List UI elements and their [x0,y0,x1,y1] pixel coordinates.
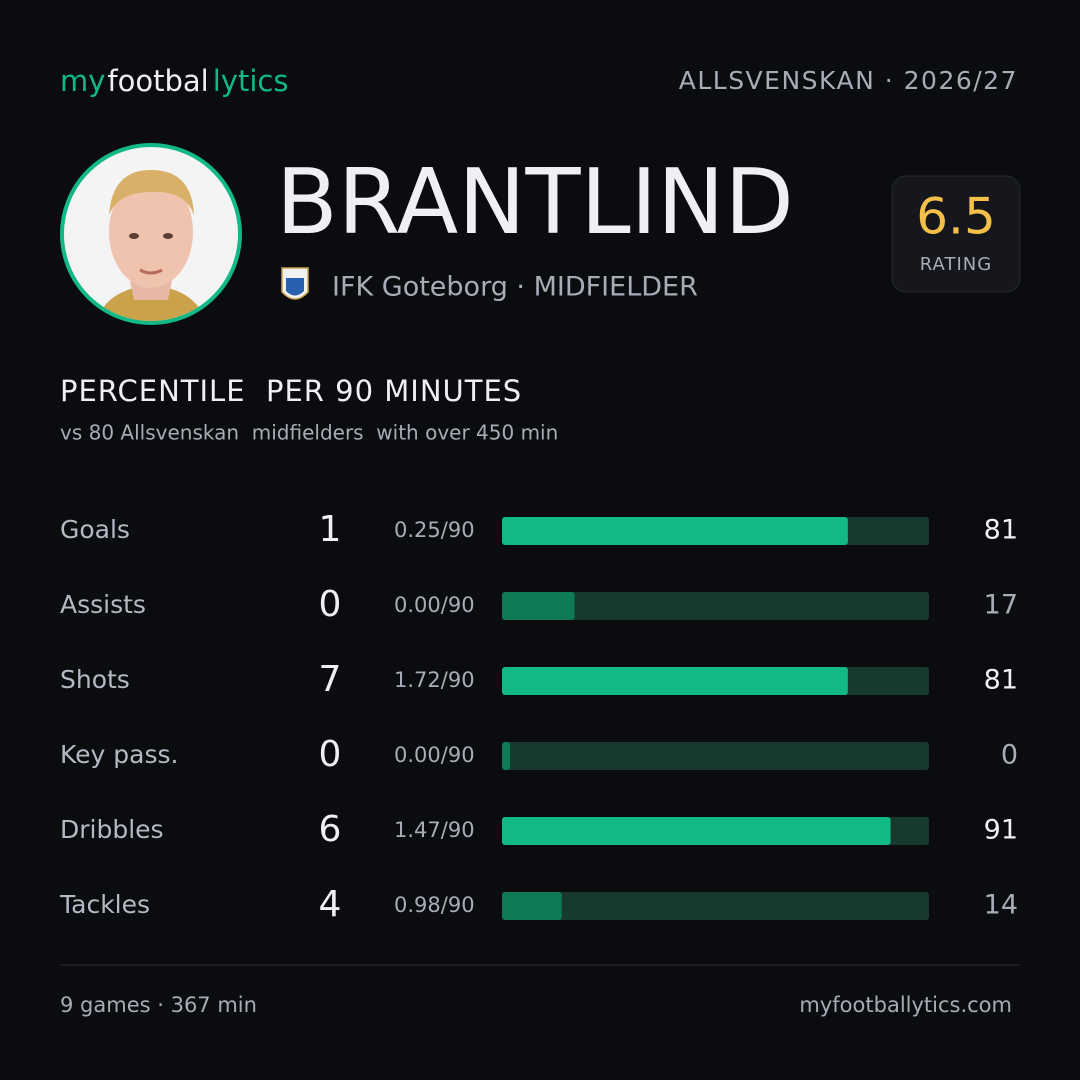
stat-per90: 1.47/90 [394,818,475,842]
stat-per90: 0.00/90 [394,743,475,767]
stat-label: Shots [60,665,130,694]
stat-label: Goals [60,515,130,544]
percentile-bar [502,667,848,695]
stat-label: Dribbles [60,815,164,844]
stat-per90: 1.72/90 [394,668,475,692]
percentile-value: 91 [984,815,1018,846]
bar-track [502,592,929,620]
percentile-bar [502,592,575,620]
percentile-bar [502,742,510,770]
footer-summary: 9 games · 367 min [60,993,257,1017]
stat-label: Assists [60,590,146,619]
stat-total: 6 [319,809,342,850]
stat-total: 7 [319,659,342,700]
logo-part: footbal [107,64,208,98]
stat-per90: 0.00/90 [394,593,475,617]
percentile-value: 14 [984,890,1018,921]
logo: myfootbal lytics [60,64,288,98]
percentile-value: 17 [984,590,1018,621]
percentile-value: 0 [1001,740,1018,771]
bar-track [502,742,929,770]
bar-track [502,892,929,920]
rating-label: RATING [920,254,992,275]
player-name: BRANTLIND [276,150,794,255]
logo-part: lytics [213,64,289,98]
stat-total: 1 [319,509,342,550]
stat-label: Key pass. [60,740,178,769]
stat-rows: Goals 1 0.25/90 81 Assists 0 0.00/90 17 Shots 7 1.… [59,509,1018,925]
player-photo [60,143,242,325]
percentile-value: 81 [984,665,1018,696]
stat-total: 4 [319,884,342,925]
stat-label: Tackles [59,890,150,919]
stat-total: 0 [319,584,342,625]
stat-per90: 0.25/90 [394,518,475,542]
stat-per90: 0.98/90 [394,893,475,917]
club-position: IFK Goteborg · MIDFIELDER [332,272,698,303]
percentile-value: 81 [984,515,1018,546]
logo-part: my [60,64,105,98]
percentile-bar [502,892,562,920]
percentile-bar [502,517,848,545]
rating-value: 6.5 [916,188,996,246]
percentile-bar [502,817,891,845]
stat-total: 0 [319,734,342,775]
competition: ALLSVENSKAN · 2026/27 [679,66,1018,95]
section-title: PERCENTILE PER 90 MINUTES [60,374,522,408]
section-subtitle: vs 80 Allsvenskan midfielders with over … [60,421,558,445]
footer-site: myfootballytics.com [799,993,1012,1017]
rating-box [891,175,1021,293]
club-badge [281,267,309,300]
